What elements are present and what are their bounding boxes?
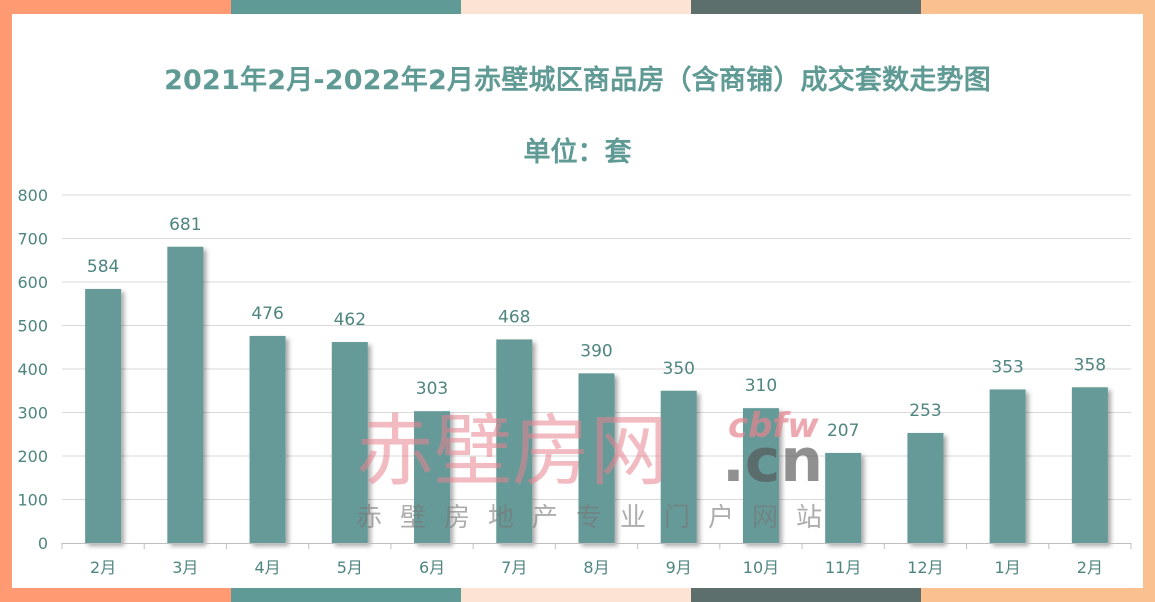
data-labels: 584 681 476 462 303 468 390 350 310 207 253 353 358 (87, 215, 1106, 441)
data-label: 584 (87, 257, 119, 277)
y-tick-label: 400 (17, 360, 48, 379)
bar (85, 288, 122, 543)
bar (907, 432, 944, 543)
x-tick-label: 4月 (254, 558, 280, 577)
x-tick-label: 9月 (666, 558, 692, 577)
data-label: 353 (991, 357, 1023, 377)
bar (1071, 387, 1108, 543)
frame-top-border-3 (461, 0, 691, 14)
y-tick-label: 500 (17, 317, 48, 336)
y-tick-label: 0 (38, 534, 48, 553)
x-tick-label: 10月 (743, 558, 779, 577)
chart-title: 2021年2月-2022年2月赤壁城区商品房（含商铺）成交套数走势图 (164, 65, 991, 96)
frame-top-border-4 (691, 0, 921, 14)
data-label: 390 (580, 341, 612, 361)
frame-top-border-5 (921, 0, 1155, 14)
frame-bottom-border-2 (231, 588, 461, 602)
data-label: 358 (1074, 355, 1106, 375)
y-tick-label: 200 (17, 447, 48, 466)
x-tick-label: 11月 (825, 558, 861, 577)
data-label: 207 (827, 421, 859, 441)
x-tick-label: 6月 (419, 558, 445, 577)
x-tick-label: 1月 (995, 558, 1021, 577)
data-label: 310 (745, 376, 777, 396)
bar (167, 246, 204, 543)
bar (578, 373, 615, 543)
data-label: 303 (416, 379, 448, 399)
x-tick-label: 3月 (172, 558, 198, 577)
bar (414, 411, 451, 543)
bar (331, 342, 368, 543)
frame-right-border (1143, 0, 1155, 602)
x-tick-label: 7月 (501, 558, 527, 577)
frame-top-border-1 (0, 0, 231, 14)
data-label: 350 (663, 359, 695, 379)
x-tick-label: 8月 (583, 558, 609, 577)
frame-bottom-border-1 (0, 588, 231, 602)
bar (989, 389, 1026, 543)
frame-top-border-2 (231, 0, 461, 14)
y-tick-label: 100 (17, 491, 48, 510)
bar (660, 390, 697, 543)
bars (85, 246, 1108, 543)
data-label: 468 (498, 307, 530, 327)
y-tick-label: 300 (17, 404, 48, 423)
y-tick-label: 800 (17, 186, 48, 205)
x-tick-label: 2月 (90, 558, 116, 577)
data-label: 681 (169, 215, 201, 235)
frame-bottom-border-3 (461, 588, 691, 602)
frame-left-border (0, 0, 12, 602)
frame-bottom-border-4 (691, 588, 921, 602)
data-label: 253 (909, 401, 941, 421)
frame-bottom-border-5 (921, 588, 1155, 602)
y-axis-ticks: 0 100 200 300 400 500 600 700 800 (17, 186, 48, 553)
y-tick-label: 700 (17, 230, 48, 249)
y-tick-label: 600 (17, 273, 48, 292)
bar (249, 335, 286, 543)
x-tick-label: 5月 (337, 558, 363, 577)
data-label: 462 (334, 310, 366, 330)
x-tick-label: 2月 (1077, 558, 1103, 577)
data-label: 476 (251, 304, 283, 324)
chart-subtitle: 单位：套 (523, 137, 632, 168)
x-tick-label: 12月 (907, 558, 943, 577)
x-axis: 2月 3月 4月 5月 6月 7月 8月 9月 10月 11月 12月 1月 2月 (61, 543, 1132, 577)
bar (742, 408, 779, 543)
bar (825, 452, 862, 543)
bar (496, 339, 533, 543)
